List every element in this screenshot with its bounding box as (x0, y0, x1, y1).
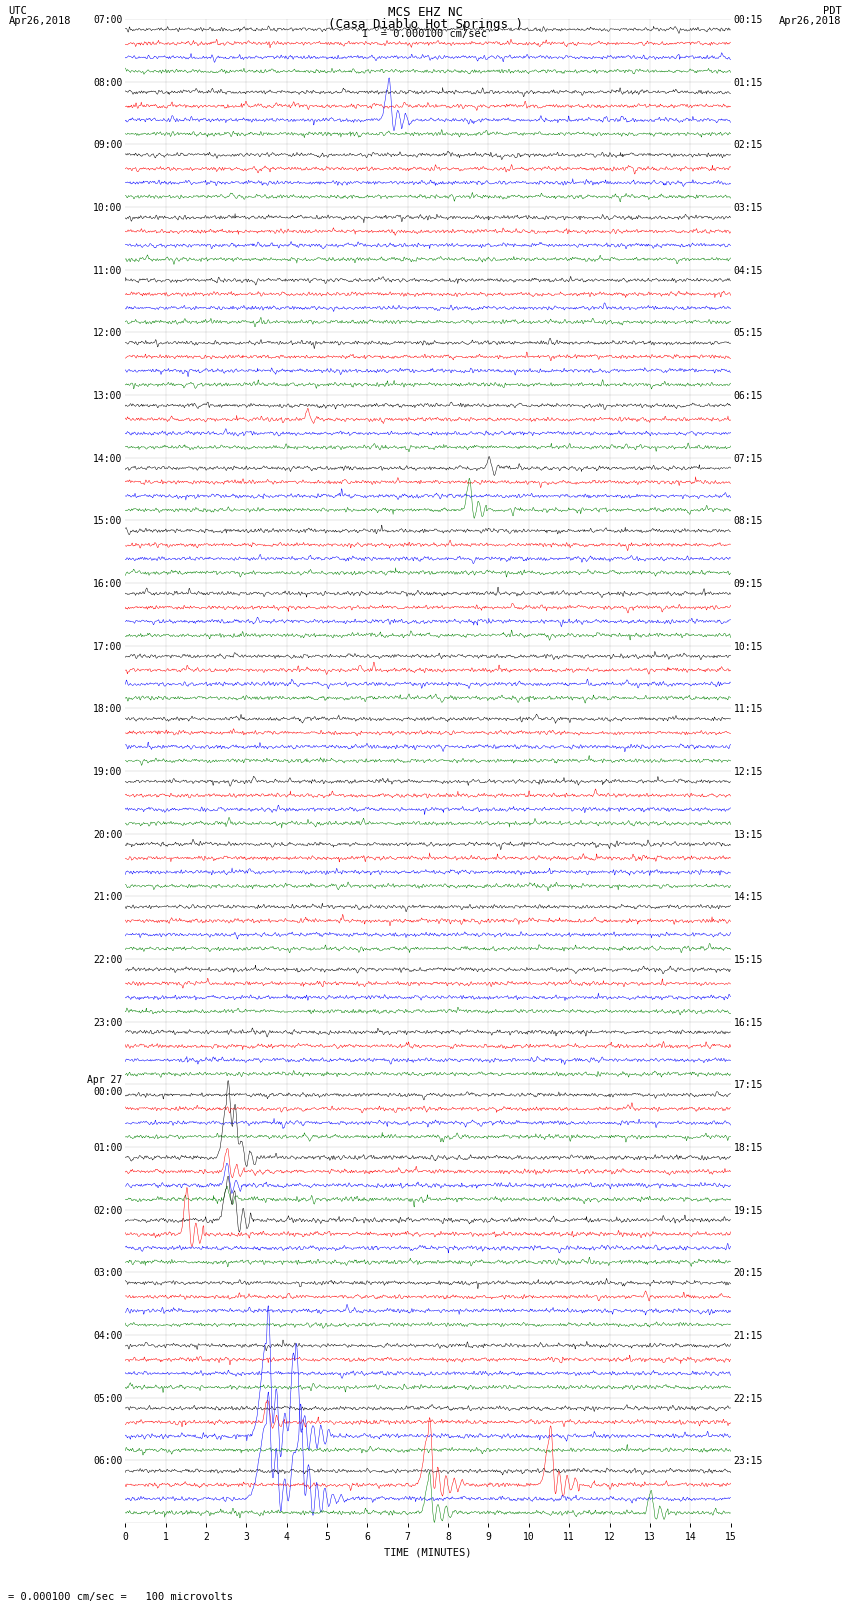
Text: Apr26,2018: Apr26,2018 (779, 16, 842, 26)
Text: I  = 0.000100 cm/sec: I = 0.000100 cm/sec (362, 29, 488, 39)
Text: UTC: UTC (8, 6, 27, 16)
Text: = 0.000100 cm/sec =   100 microvolts: = 0.000100 cm/sec = 100 microvolts (8, 1592, 234, 1602)
Text: Apr26,2018: Apr26,2018 (8, 16, 71, 26)
Text: MCS EHZ NC: MCS EHZ NC (388, 6, 462, 19)
Text: PDT: PDT (823, 6, 842, 16)
X-axis label: TIME (MINUTES): TIME (MINUTES) (384, 1548, 472, 1558)
Text: (Casa Diablo Hot Springs ): (Casa Diablo Hot Springs ) (327, 18, 523, 31)
